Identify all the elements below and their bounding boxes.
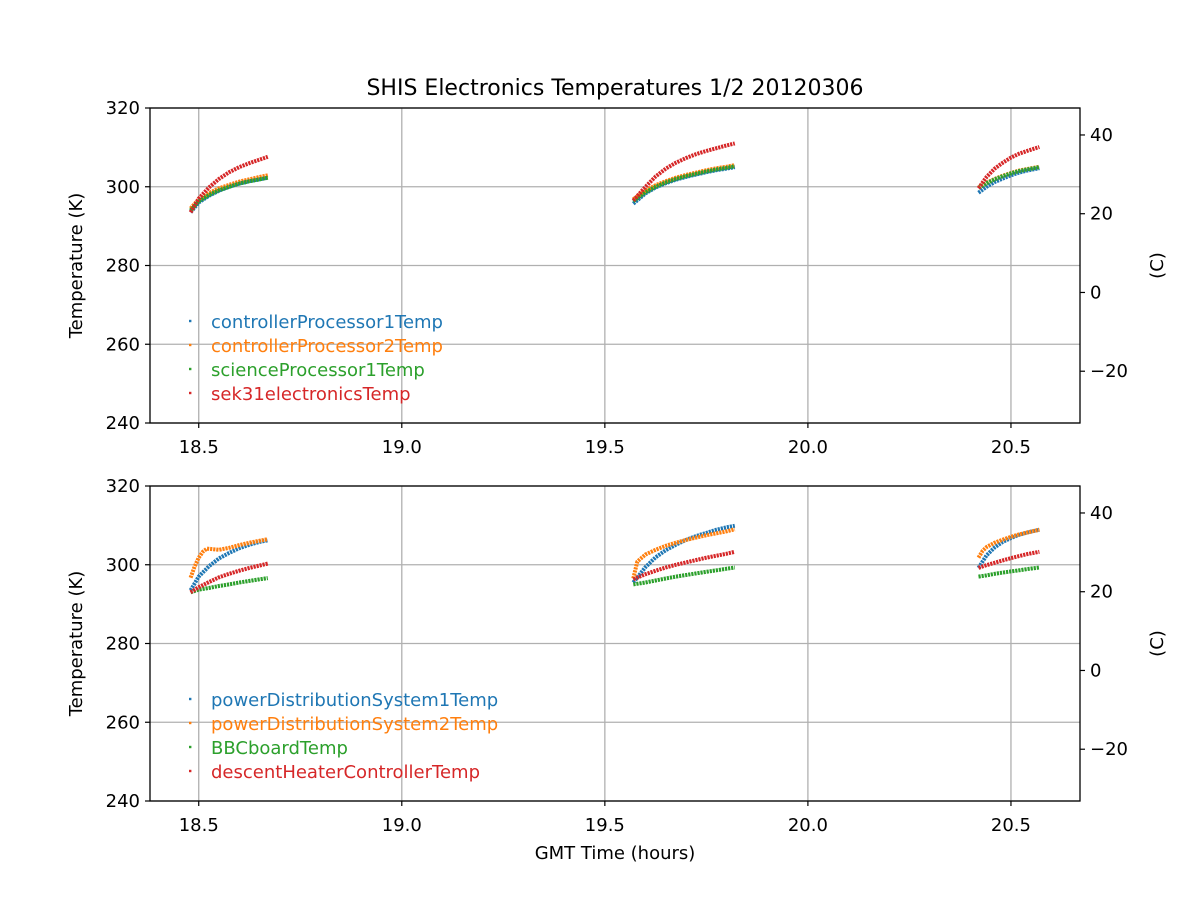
y-axis-label: Temperature (K) xyxy=(66,193,87,340)
legend-label: sek31electronicsTemp xyxy=(211,384,411,405)
series-segment-scienceProcessor1Temp-2 xyxy=(632,164,736,203)
series-segment-powerDistributionSystem2Temp-2 xyxy=(631,527,736,579)
y-tick-label: 300 xyxy=(106,555,140,576)
x-tick-label: 20.5 xyxy=(991,815,1031,836)
series-segment-scienceProcessor1Temp-1 xyxy=(189,175,269,212)
legend-marker xyxy=(189,367,192,371)
x-tick-label: 19.0 xyxy=(382,437,422,458)
x-tick-label: 20.0 xyxy=(788,437,828,458)
legend: controllerProcessor1Temp controllerProces… xyxy=(189,312,443,405)
x-tick-label: 19.5 xyxy=(585,437,625,458)
x-axis-label: GMT Time (hours) xyxy=(535,843,696,864)
series-segment-descentHeaterControllerTemp-3 xyxy=(977,549,1040,570)
legend-label: scienceProcessor1Temp xyxy=(211,360,425,381)
y-tick-label: 240 xyxy=(106,413,140,434)
series-powerDistributionSystem2Temp xyxy=(188,527,1040,579)
right-y-tick-label: 20 xyxy=(1090,582,1113,603)
y-tick-label: 280 xyxy=(106,634,140,655)
series-segment-descentHeaterControllerTemp-1 xyxy=(189,561,269,594)
series-segment-BBCboardTemp-1 xyxy=(189,576,269,595)
series-segment-sek31electronicsTemp-3 xyxy=(976,145,1041,190)
legend-marker xyxy=(189,697,192,701)
x-tick-label: 19.5 xyxy=(585,815,625,836)
legend-marker xyxy=(189,745,192,749)
series-segment-BBCboardTemp-2 xyxy=(632,565,736,587)
figure-title: SHIS Electronics Temperatures 1/2 201203… xyxy=(366,76,863,101)
chart-panel-2: 18.5 19.0 19.5 20.0 20.5 240 260 280 300 320 −20 0 2… xyxy=(66,476,1168,864)
right-y-axis-label: (C) xyxy=(1147,630,1168,657)
right-y-tick-label: 40 xyxy=(1090,503,1113,524)
series-sek31electronicsTemp xyxy=(188,141,1041,214)
series-segment-sek31electronicsTemp-1 xyxy=(188,154,269,214)
y-tick-label: 320 xyxy=(106,476,140,497)
y-axis-label: Temperature (K) xyxy=(66,571,87,718)
x-tick-label: 18.5 xyxy=(179,815,219,836)
right-y-tick-label: 40 xyxy=(1090,125,1113,146)
legend-marker xyxy=(189,391,192,395)
x-tick-label: 20.0 xyxy=(788,815,828,836)
series-segment-BBCboardTemp-3 xyxy=(978,565,1040,579)
y-tick-label: 320 xyxy=(106,98,140,119)
legend-label: powerDistributionSystem1Temp xyxy=(211,690,498,711)
legend-label: controllerProcessor2Temp xyxy=(211,336,443,357)
y-tick-label: 240 xyxy=(106,791,140,812)
right-y-tick-label: 0 xyxy=(1090,660,1101,681)
series-segment-descentHeaterControllerTemp-2 xyxy=(632,549,736,582)
legend-label: controllerProcessor1Temp xyxy=(211,312,443,333)
right-y-axis-label: (C) xyxy=(1147,252,1168,279)
right-y-tick-label: −20 xyxy=(1090,361,1128,382)
y-tick-label: 300 xyxy=(106,177,140,198)
series-scienceProcessor1Temp xyxy=(189,164,1040,212)
legend-label: BBCboardTemp xyxy=(211,738,348,759)
series-segment-powerDistributionSystem2Temp-1 xyxy=(188,537,269,579)
legend-marker xyxy=(189,343,192,347)
x-tick-label: 20.5 xyxy=(991,437,1031,458)
y-tick-label: 280 xyxy=(106,256,140,277)
legend: powerDistributionSystem1Temp powerDistrib… xyxy=(189,690,498,783)
series-segment-scienceProcessor1Temp-3 xyxy=(977,165,1040,190)
right-y-tick-label: 20 xyxy=(1090,204,1113,225)
legend-marker xyxy=(189,319,192,323)
y-tick-label: 260 xyxy=(106,712,140,733)
x-tick-label: 18.5 xyxy=(179,437,219,458)
series-descentHeaterControllerTemp xyxy=(189,549,1040,594)
legend-label: powerDistributionSystem2Temp xyxy=(211,714,498,735)
series-BBCboardTemp xyxy=(189,565,1040,595)
legend-label: descentHeaterControllerTemp xyxy=(211,762,480,783)
x-tick-label: 19.0 xyxy=(382,815,422,836)
chart-panel-1: 18.5 19.0 19.5 20.0 20.5 240 260 280 300 320 −20 0 2… xyxy=(66,98,1168,458)
series-segment-powerDistributionSystem2Temp-3 xyxy=(976,527,1040,559)
right-y-tick-label: 0 xyxy=(1090,282,1101,303)
legend-marker xyxy=(189,769,192,773)
legend-marker xyxy=(189,721,192,725)
series-segment-sek31electronicsTemp-2 xyxy=(631,141,736,202)
series-segment-controllerProcessor1Temp-3 xyxy=(977,166,1040,195)
right-y-tick-label: −20 xyxy=(1090,739,1128,760)
y-tick-label: 260 xyxy=(106,334,140,355)
